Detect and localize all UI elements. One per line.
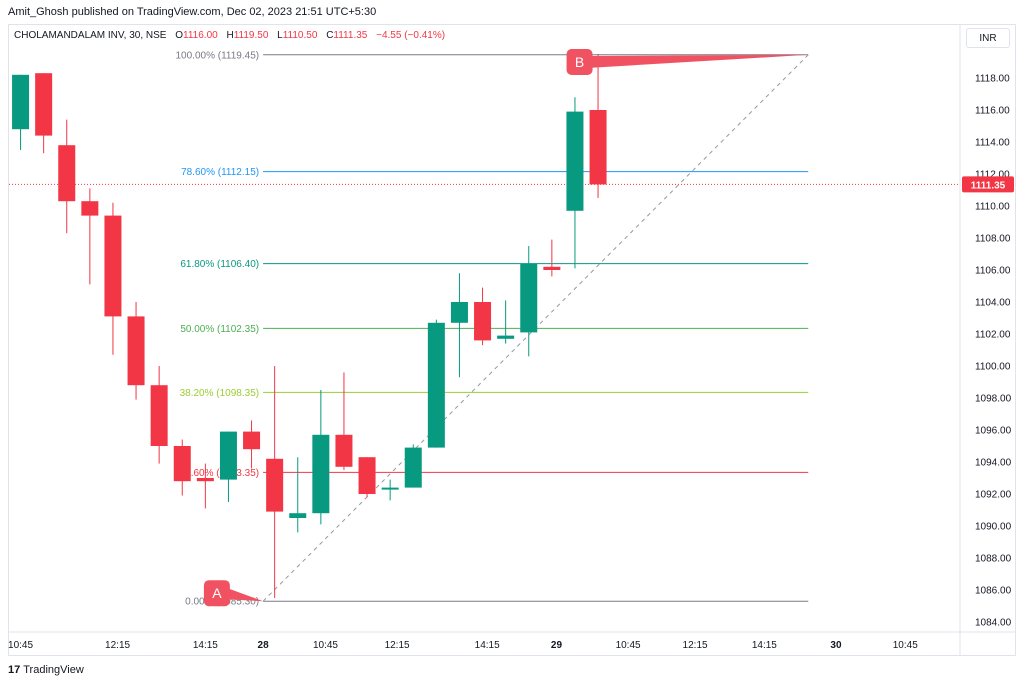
price-tick-label: 1098.00 [975,394,1012,405]
currency-button[interactable]: INR [966,28,1010,48]
fib-level-label: 78.60% (1112.15) [181,167,259,178]
time-tick-label: 12:15 [683,640,708,651]
price-tick-label: 1088.00 [975,554,1012,565]
price-tick-label: 1104.00 [975,298,1011,309]
price-tick-label: 1110.00 [975,202,1010,213]
marker-badge [203,580,230,607]
candle-body [35,73,53,136]
time-tick-label: 12:15 [385,640,410,651]
price-tick-label: 1108.00 [975,234,1011,245]
symbol-name: CHOLAMANDALAM INV, 30, NSE [14,30,167,41]
candle-body [58,145,76,202]
candle-body [12,74,30,130]
candle-body [243,431,261,450]
price-tick-label: 1106.00 [975,266,1011,277]
fib-level-label: 61.80% (1106.40) [180,259,259,270]
symbol-legend: CHOLAMANDALAM INV, 30, NSE O1116.00 H111… [14,30,445,41]
marker-badge [566,49,593,75]
price-tick-label: 1102.00 [975,330,1011,341]
price-tick-label: 1084.00 [975,618,1012,629]
fib-level-label: 23.60% (1093.35) [180,468,260,479]
change-value: −4.55 (−0.41%) [376,30,446,41]
candle-body [543,266,561,270]
candle-body [266,458,284,512]
candle-body [566,111,584,211]
candle-body [219,431,237,480]
time-tick-label: 10:45 [616,640,641,651]
marker-label: A [212,585,222,601]
candle-body [474,302,492,341]
fib-level-label: 50.00% (1102.35) [180,324,259,335]
price-tick-label: 1094.00 [975,458,1012,469]
price-tick-label: 1090.00 [975,522,1012,533]
time-tick-label: 10:45 [893,640,918,651]
candle-body [150,385,168,446]
tradingview-logo-icon: 17 [8,664,21,676]
close-value: 1111.35 [333,30,368,41]
candle-body [196,478,214,482]
chart-frame [8,24,1016,656]
top-bar: Amit_Ghosh published on TradingView.com,… [0,0,1024,24]
candle-body [289,513,307,518]
close-label: C [326,30,334,41]
time-tick-label: 29 [551,640,563,651]
price-tick-label: 1100.00 [975,362,1011,373]
candle-body [173,446,191,482]
high-value: 1119.50 [233,30,269,41]
candle-body [127,316,145,386]
time-tick-label: 10:45 [8,640,33,651]
candle-body [381,487,399,490]
time-tick-label: 28 [258,640,270,651]
low-label: L [277,30,283,41]
last-price-tag [962,176,1014,193]
marker-pointer [224,587,264,602]
time-tick-label: 14:15 [752,640,777,651]
candle-body [497,335,515,339]
price-tick-label: 1112.00 [975,170,1010,181]
low-value: 1110.50 [282,30,318,41]
last-price-label: 1111.35 [971,180,1006,191]
candle-body [520,263,538,333]
open-value: 1116.00 [183,30,218,41]
candle-body [335,434,353,467]
time-tick-label: 12:15 [105,640,130,651]
time-tick-label: 30 [830,640,842,651]
fib-level-label: 100.00% (1119.45) [176,50,260,61]
high-label: H [226,30,234,41]
candle-body [427,322,445,448]
candle-body [358,457,376,494]
price-tick-label: 1114.00 [975,138,1010,149]
candle-body [450,302,468,323]
price-tick-label: 1096.00 [975,426,1012,437]
attribution-text: Amit_Ghosh published on TradingView.com,… [8,6,377,18]
candle-body [81,201,99,216]
price-tick-label: 1092.00 [975,490,1012,501]
brand-name: TradingView [23,664,84,676]
marker-label: B [575,54,584,70]
candle-body [104,215,122,317]
time-tick-label: 14:15 [193,640,218,651]
fib-level-label: 38.20% (1098.35) [180,388,260,399]
time-tick-label: 14:15 [475,640,500,651]
time-tick-label: 10:45 [313,640,338,651]
candle-body [312,434,330,514]
open-label: O [175,30,184,41]
candle-body [404,447,422,488]
marker-pointer [587,54,809,68]
price-tick-label: 1118.00 [975,74,1010,85]
tradingview-logo: 17 TradingView [8,664,84,676]
price-tick-label: 1116.00 [975,106,1010,117]
candle-body [589,110,607,185]
price-tick-label: 1086.00 [975,586,1012,597]
